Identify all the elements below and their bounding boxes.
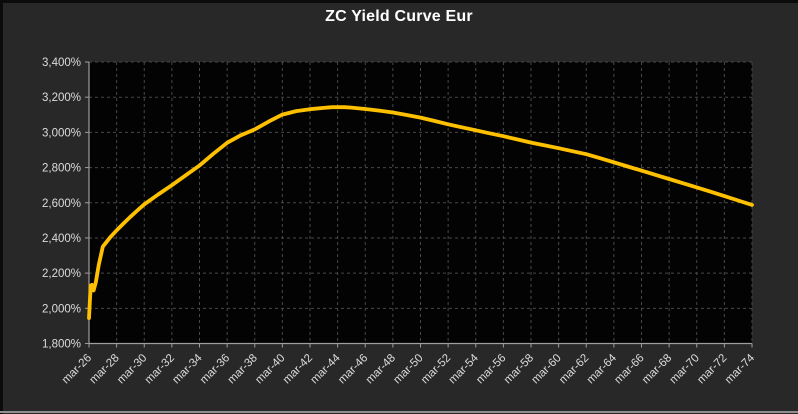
yield-curve-line <box>87 105 754 320</box>
x-axis-tick-label: mar-40 <box>253 352 287 386</box>
x-axis-tick-label: mar-66 <box>612 352 646 386</box>
x-axis-tick-label: mar-26 <box>60 352 94 386</box>
x-axis-tick-label: mar-58 <box>502 352 536 386</box>
x-axis-tick-label: mar-72 <box>695 352 729 386</box>
y-axis-tick-label: 3,200% <box>42 92 81 104</box>
y-axis-tick-label: 2,000% <box>42 303 81 315</box>
x-axis-tick-label: mar-60 <box>529 352 563 386</box>
x-axis-tick-label: mar-36 <box>198 352 232 386</box>
x-axis-tick-label: mar-56 <box>474 352 508 386</box>
x-axis-tick-label: mar-28 <box>87 352 121 386</box>
y-axis-tick-label: 2,800% <box>42 163 81 175</box>
x-axis-tick-label: mar-42 <box>281 352 315 386</box>
x-axis-tick-label: mar-64 <box>585 352 620 387</box>
x-axis-tick-label: mar-44 <box>308 352 343 387</box>
x-axis-tick-label: mar-62 <box>557 352 591 386</box>
chart-title: ZC Yield Curve Eur <box>325 8 473 25</box>
x-axis-tick-label: mar-50 <box>391 352 425 386</box>
y-axis-tick-label: 2,200% <box>42 268 81 280</box>
y-axis-tick-label: 3,400% <box>42 57 81 69</box>
x-axis-tick-label: mar-74 <box>723 352 758 387</box>
x-axis-tick-label: mar-48 <box>364 352 398 386</box>
y-axis-tick-label: 3,000% <box>42 127 81 139</box>
x-axis-tick-label: mar-38 <box>226 352 260 386</box>
x-axis-tick-label: mar-46 <box>336 352 370 386</box>
x-axis-tick-label: mar-30 <box>115 352 149 386</box>
x-axis-tick-label: mar-34 <box>170 352 205 387</box>
x-axis-tick-label: mar-54 <box>447 352 482 387</box>
x-axis-tick-label: mar-52 <box>419 352 453 386</box>
x-axis-tick-label: mar-70 <box>668 352 702 386</box>
y-axis-tick-label: 2,400% <box>42 233 81 245</box>
x-axis-tick-label: mar-68 <box>640 352 674 386</box>
x-axis-tick-label: mar-32 <box>143 352 177 386</box>
y-axis-tick-label: 2,600% <box>42 198 81 210</box>
y-axis-tick-label: 1,800% <box>42 339 81 351</box>
